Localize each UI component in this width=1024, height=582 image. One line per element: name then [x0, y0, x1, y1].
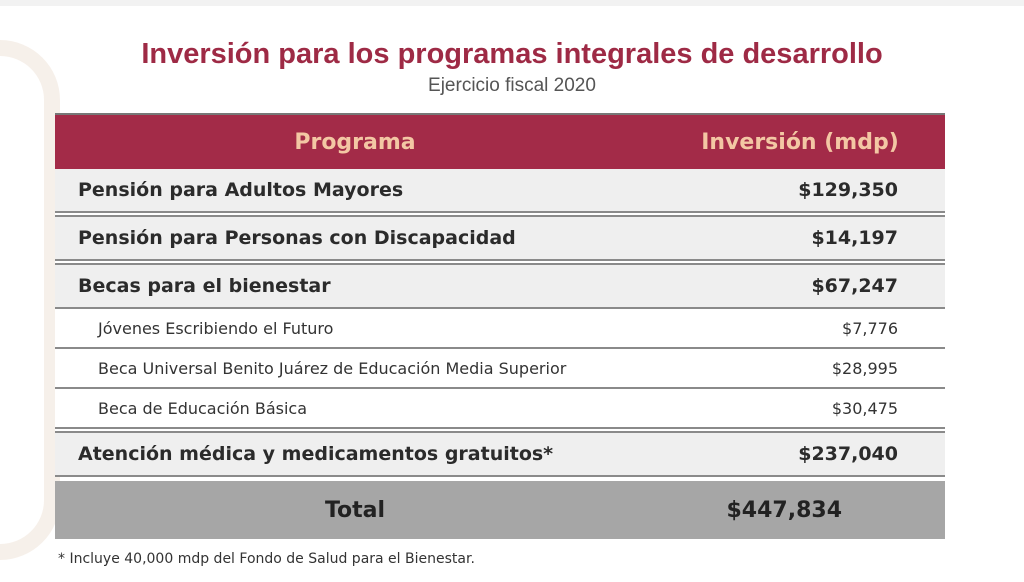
total-amount: $447,834: [726, 497, 842, 523]
table-row: Becas para el bienestar $67,247: [55, 265, 945, 309]
table-row: Pensión para Personas con Discapacidad $1…: [55, 217, 945, 261]
program-amount: $28,995: [831, 358, 898, 378]
row-divider: [55, 213, 945, 217]
header-program: Programa: [294, 129, 416, 155]
total-label: Total: [324, 497, 386, 523]
page-title: Inversión para los programas integrales …: [141, 38, 883, 70]
program-amount: $237,040: [798, 443, 898, 465]
program-amount: $7,776: [842, 318, 898, 338]
top-bar: [0, 0, 1024, 6]
program-name: Becas para el bienestar: [78, 275, 331, 297]
program-name: Pensión para Personas con Discapacidad: [78, 227, 516, 249]
program-amount: $30,475: [831, 398, 898, 418]
table-subrow: Jóvenes Escribiendo el Futuro $7,776: [55, 309, 945, 349]
watermark-ornament: [0, 40, 60, 560]
row-divider: [55, 261, 945, 265]
table-row: Atención médica y medicamentos gratuitos…: [55, 433, 945, 477]
program-name: Beca de Educación Básica: [98, 398, 308, 418]
program-name: Jóvenes Escribiendo el Futuro: [98, 318, 334, 338]
header-investment: Inversión (mdp): [701, 129, 899, 155]
program-amount: $129,350: [798, 179, 898, 201]
footnote: * Incluye 40,000 mdp del Fondo de Salud …: [58, 551, 475, 567]
page-subtitle: Ejercicio fiscal 2020: [428, 75, 596, 96]
program-amount: $14,197: [811, 227, 898, 249]
investment-table: Programa Inversión (mdp) Pensión para Ad…: [55, 113, 945, 539]
total-row: Total $447,834: [55, 481, 945, 539]
program-amount: $67,247: [811, 275, 898, 297]
table-subrow: Beca de Educación Básica $30,475: [55, 389, 945, 429]
program-name: Pensión para Adultos Mayores: [78, 179, 404, 201]
program-name: Beca Universal Benito Juárez de Educació…: [98, 358, 567, 378]
table-row: Pensión para Adultos Mayores $129,350: [55, 169, 945, 213]
table-header: Programa Inversión (mdp): [55, 113, 945, 169]
program-name: Atención médica y medicamentos gratuitos…: [78, 443, 554, 465]
row-divider: [55, 429, 945, 433]
table-subrow: Beca Universal Benito Juárez de Educació…: [55, 349, 945, 389]
